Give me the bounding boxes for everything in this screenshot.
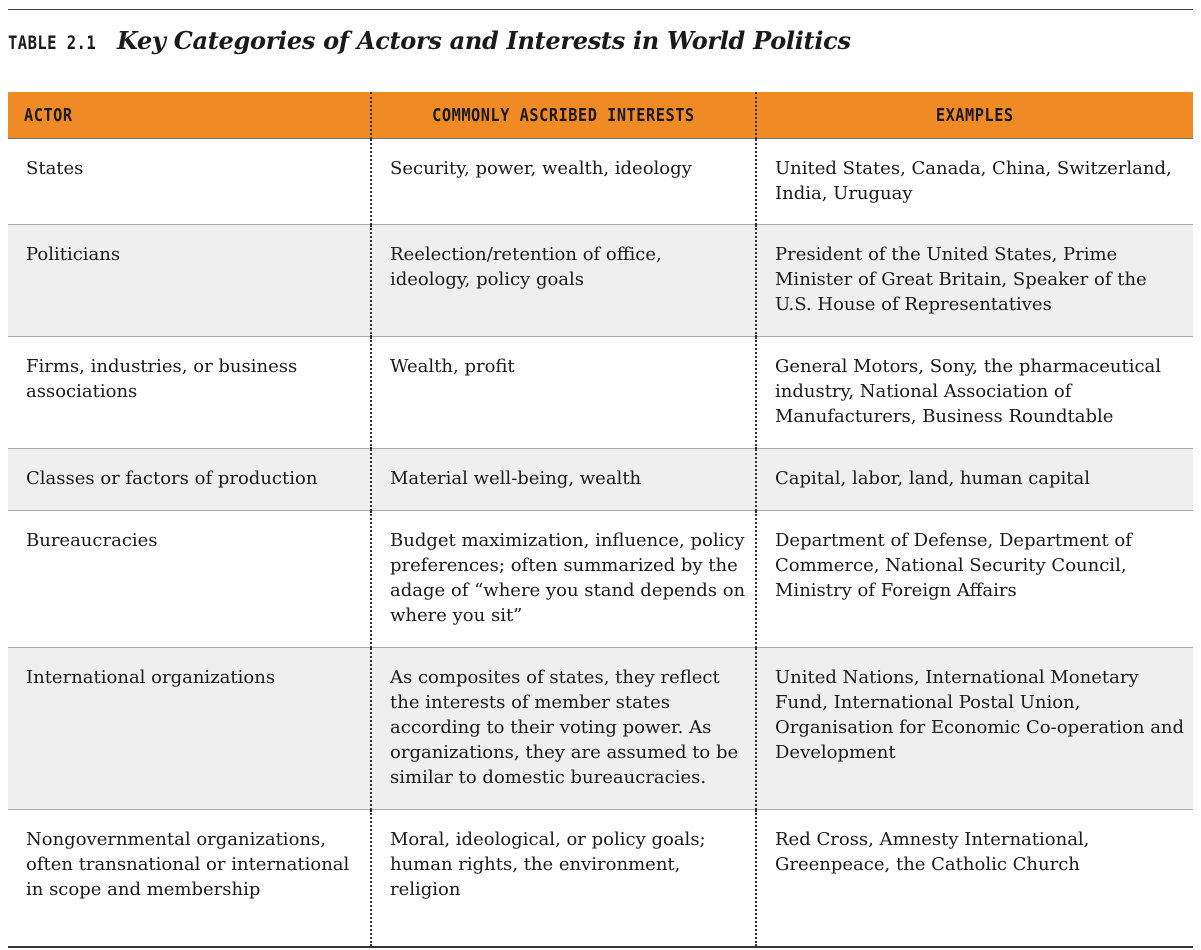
examples-cell: Red Cross, Amnesty International, Greenp… <box>755 809 1193 947</box>
top-rule <box>8 9 1193 10</box>
table-row: Politicians Reelection/retention of offi… <box>8 224 1193 337</box>
actor-cell: International organizations <box>8 647 371 810</box>
interests-cell: Wealth, profit <box>370 336 756 449</box>
table-row: Classes or factors of production Materia… <box>8 448 1193 511</box>
table-number: TABLE 2.1 <box>8 32 97 54</box>
table-row: States Security, power, wealth, ideology… <box>8 138 1193 225</box>
actor-cell: Classes or factors of production <box>8 448 371 511</box>
interests-cell: Material well-being, wealth <box>370 448 756 511</box>
header-row: ACTOR COMMONLY ASCRIBED INTERESTS EXAMPL… <box>8 92 1193 139</box>
actor-cell: Nongovernmental organizations, often tra… <box>26 829 350 900</box>
examples-cell: Department of Defense, Department of Com… <box>755 510 1193 648</box>
column-header-examples: EXAMPLES <box>755 92 1193 139</box>
examples-cell: Capital, labor, land, human capital <box>755 448 1193 511</box>
table-row: Firms, industries, or business associati… <box>8 336 1193 449</box>
examples-cell: United Nations, International Monetary F… <box>755 647 1193 810</box>
interests-cell: As composites of states, they reflect th… <box>370 647 756 810</box>
actors-interests-table: ACTOR COMMONLY ASCRIBED INTERESTS EXAMPL… <box>8 92 1193 948</box>
interests-cell: Security, power, wealth, ideology <box>370 138 756 225</box>
examples-cell: President of the United States, Prime Mi… <box>755 224 1193 337</box>
column-header-interests: COMMONLY ASCRIBED INTERESTS <box>370 92 756 139</box>
interests-cell: Reelection/retention of office, ideology… <box>370 224 756 337</box>
interests-cell: Budget maximization, influence, policy p… <box>370 510 756 648</box>
examples-cell: United States, Canada, China, Switzerlan… <box>755 138 1193 225</box>
table-row: Bureaucracies Budget maximization, influ… <box>8 510 1193 648</box>
table-row: International organizations As composite… <box>8 647 1193 810</box>
actor-cell: States <box>8 138 371 225</box>
examples-cell: General Motors, Sony, the pharmaceutical… <box>755 336 1193 449</box>
table-title: Key Categories of Actors and Interests i… <box>117 26 851 55</box>
table-row: Nongovernmental organizations, often tra… <box>8 809 1193 947</box>
interests-cell: Moral, ideological, or policy goals; hum… <box>370 809 756 947</box>
table-caption: TABLE 2.1 Key Categories of Actors and I… <box>8 26 851 66</box>
actor-cell: Bureaucracies <box>8 510 371 648</box>
column-header-actor: ACTOR <box>8 92 371 139</box>
actor-cell: Firms, industries, or business associati… <box>8 336 371 449</box>
actor-cell: Politicians <box>8 224 371 337</box>
